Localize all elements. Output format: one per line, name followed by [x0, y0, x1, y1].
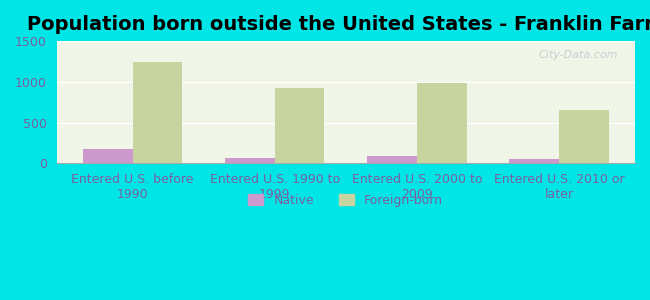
Title: Population born outside the United States - Franklin Farm: Population born outside the United State…	[27, 15, 650, 34]
Bar	[417, 83, 467, 163]
Bar	[509, 159, 559, 163]
Bar	[225, 158, 275, 163]
Bar	[559, 110, 608, 163]
Bar	[133, 62, 183, 163]
Text: City-Data.com: City-Data.com	[538, 50, 617, 60]
Legend: Native, Foreign-born: Native, Foreign-born	[244, 189, 448, 212]
Bar	[367, 156, 417, 163]
Bar	[275, 88, 324, 163]
Bar	[83, 148, 133, 163]
